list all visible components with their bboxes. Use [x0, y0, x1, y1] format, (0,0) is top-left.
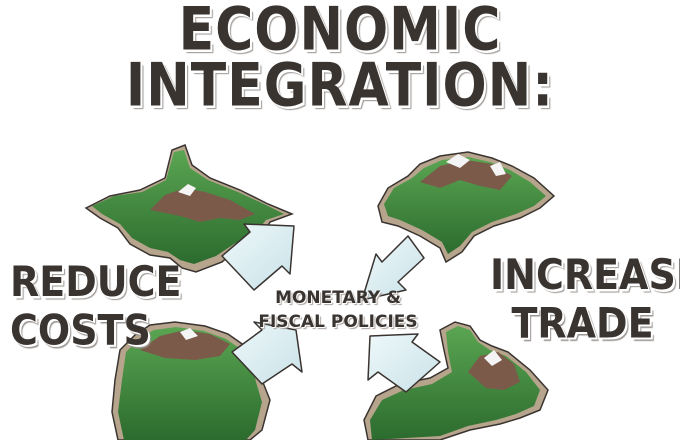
increase-trade-line-2: TRADE: [511, 299, 654, 348]
island-bottom-left: [111, 321, 271, 440]
reduce-costs-line-1: REDUCE: [10, 257, 182, 306]
island-top-right: [377, 151, 556, 264]
arrow-icon-top-left: [221, 223, 295, 291]
arrow-icon-bottom-right: [367, 333, 441, 393]
center-label-line-2: FISCAL POLICIES: [258, 312, 418, 332]
title-line-2: INTEGRATION:: [125, 51, 555, 121]
increase-trade-line-1: INCREASE: [490, 250, 680, 299]
monetary-fiscal-label: MONETARY & FISCAL POLICIES: [228, 286, 448, 334]
reduce-costs-label: REDUCE COSTS: [10, 257, 182, 355]
arrow-icon-top-right: [361, 235, 425, 301]
center-label-line-1: MONETARY &: [275, 288, 401, 308]
increase-trade-label: INCREASE TRADE: [490, 250, 680, 348]
reduce-costs-line-2: COSTS: [10, 306, 151, 355]
title-line-1: ECONOMIC: [178, 0, 502, 65]
arrow-icon-bottom-left: [231, 321, 303, 385]
